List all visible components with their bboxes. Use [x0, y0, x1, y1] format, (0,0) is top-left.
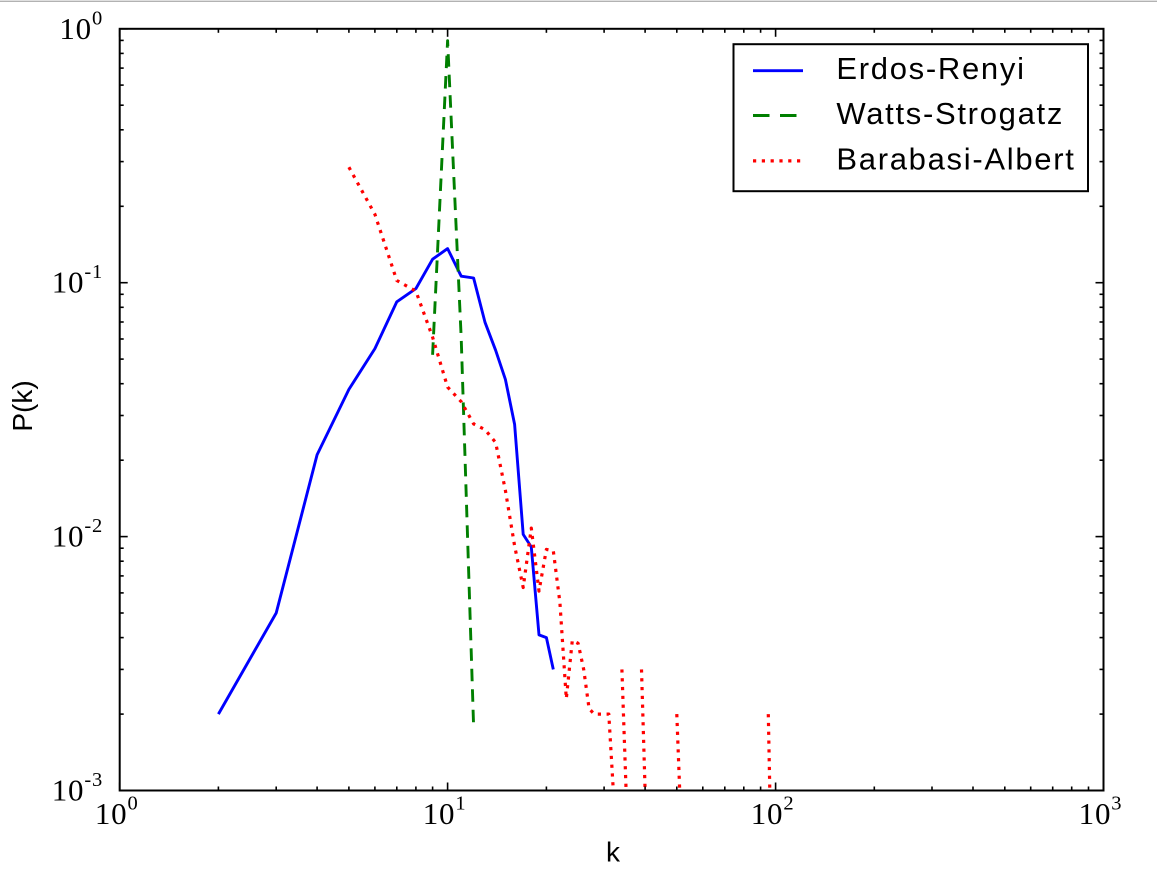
svg-text:Erdos-Renyi: Erdos-Renyi [836, 51, 1025, 86]
svg-text:k: k [606, 837, 621, 868]
svg-text:Watts-Strogatz: Watts-Strogatz [836, 96, 1064, 131]
svg-text:10-1: 10-1 [52, 261, 103, 300]
svg-text:P(k): P(k) [7, 380, 38, 431]
svg-text:Barabasi-Albert: Barabasi-Albert [836, 141, 1075, 176]
